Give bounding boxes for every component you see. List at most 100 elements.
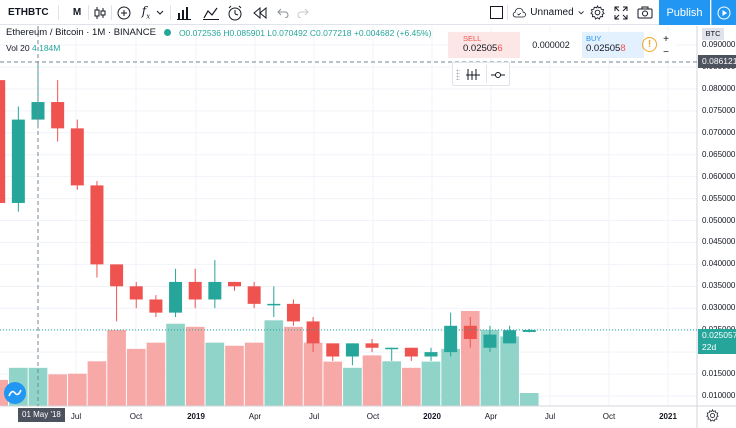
layout-select-icon[interactable] <box>488 3 504 22</box>
volume-bar <box>382 361 402 406</box>
candle-body <box>90 185 104 265</box>
buy-button[interactable]: BUY 0.025058 <box>582 32 644 58</box>
volume-bar <box>343 367 362 406</box>
buy-price-tail: 8 <box>620 43 626 54</box>
candle-body <box>424 352 438 357</box>
indicators-icon[interactable]: fx <box>140 3 166 22</box>
order-line-icon[interactable] <box>491 71 505 79</box>
chart-overlay <box>0 26 736 428</box>
alert-icon[interactable] <box>226 3 244 22</box>
crosshair-price-tag: 0.086121 <box>698 55 736 68</box>
volume-bar <box>441 348 460 406</box>
price-tick-label: 0.040000 <box>702 259 736 269</box>
candle-body <box>51 102 65 129</box>
buy-label: BUY <box>586 34 602 43</box>
volume-bar <box>107 329 126 406</box>
snapshot-icon[interactable] <box>636 3 654 22</box>
chevron-down-icon <box>578 10 584 14</box>
candle-body <box>286 303 300 322</box>
volume-bar <box>146 342 166 406</box>
candle-body <box>149 299 163 313</box>
candle-body <box>0 80 6 203</box>
candle-body <box>70 128 84 186</box>
symbol-search-button[interactable]: ETHBTC <box>8 7 49 18</box>
countdown-tag: 22d 17h <box>698 341 736 365</box>
time-tick-label: Oct <box>602 412 616 421</box>
order-toolbar <box>452 62 510 86</box>
add-compare-icon[interactable] <box>116 3 132 22</box>
volume-bar <box>87 361 107 406</box>
volume-bar <box>500 336 519 406</box>
depth-icon[interactable] <box>466 68 480 81</box>
close-value: C0.077218 <box>309 27 352 38</box>
undo-icon[interactable] <box>276 3 290 22</box>
time-tick-label: Jul <box>544 412 556 421</box>
sell-button[interactable]: SELL 0.025056 <box>448 32 520 58</box>
price-tick-label: 0.030000 <box>702 303 736 313</box>
candle-body <box>404 347 418 357</box>
gear-icon[interactable] <box>706 408 719 427</box>
settings-icon[interactable] <box>588 3 606 22</box>
volume-bar <box>67 373 87 406</box>
spread-value: 0.000002 <box>532 40 570 50</box>
toolbar-divider <box>111 5 112 20</box>
fullscreen-icon[interactable] <box>612 3 630 22</box>
last-price-tag: 0.025057 <box>698 329 736 342</box>
financials-icon[interactable] <box>176 3 192 22</box>
warning-icon[interactable]: ! <box>642 37 657 52</box>
publish-button[interactable]: Publish <box>659 0 710 25</box>
time-tick-label: Jul <box>308 412 320 421</box>
sell-label: SELL <box>463 34 482 43</box>
volume-bar <box>402 367 421 406</box>
buy-price: 0.02505 <box>586 43 621 54</box>
sell-price: 0.02505 <box>463 43 498 54</box>
candle-body <box>169 281 183 313</box>
redo-icon[interactable] <box>296 3 310 22</box>
zoom-in-button[interactable]: + <box>663 34 669 45</box>
low-value: L0.070492 <box>267 27 308 38</box>
top-toolbar: ETHBTC M fx Unnamed <box>0 0 736 25</box>
price-tick-label: 0.060000 <box>702 171 736 181</box>
volume-bar <box>225 345 244 406</box>
volume-bar <box>362 355 382 406</box>
volume-bar <box>303 342 323 406</box>
candlesticks <box>0 62 536 366</box>
zoom-out-button[interactable]: − <box>663 47 669 58</box>
volume-legend[interactable]: Vol 20 4.184M <box>6 43 60 53</box>
volume-value: 4.184M <box>32 43 61 53</box>
price-tick-label: 0.065000 <box>702 149 736 159</box>
replay-icon[interactable] <box>252 3 268 22</box>
candle-body <box>267 303 281 306</box>
volume-bar <box>323 361 343 406</box>
price-tick-label: 0.055000 <box>702 193 736 203</box>
tradingview-logo-icon[interactable] <box>4 382 26 404</box>
volume-bar <box>185 326 205 406</box>
drag-handle-icon[interactable] <box>456 69 460 80</box>
cloud-icon <box>512 7 526 17</box>
crosshair-date-tag: 01 May '18 <box>18 408 65 422</box>
volume-bar <box>48 374 67 406</box>
toolbar-divider <box>170 5 171 20</box>
templates-icon[interactable] <box>202 3 220 22</box>
volume-bar <box>126 348 146 406</box>
time-tick-label: Jul <box>70 412 82 421</box>
candle-body <box>503 330 517 344</box>
open-value: O0.072536 <box>178 27 222 38</box>
candle-body <box>110 264 124 287</box>
toolbar-divider <box>88 5 89 20</box>
volume-bar <box>205 342 225 406</box>
play-icon[interactable] <box>711 0 736 25</box>
time-tick-label: Oct <box>366 412 380 421</box>
toolbar-divider <box>58 5 59 20</box>
candle-body <box>444 325 458 353</box>
layout-name-button[interactable]: Unnamed <box>512 3 584 22</box>
symbol-title[interactable]: Ethereum / Bitcoin · 1M · BINANCE <box>6 27 156 38</box>
candle-body <box>345 343 359 357</box>
time-tick-label: Oct <box>129 412 143 421</box>
candle-body <box>129 286 143 300</box>
interval-button[interactable]: M <box>72 7 82 18</box>
price-tick-label: 0.080000 <box>702 83 736 93</box>
bar-style-icon[interactable] <box>93 3 107 22</box>
candle-body <box>463 325 477 339</box>
